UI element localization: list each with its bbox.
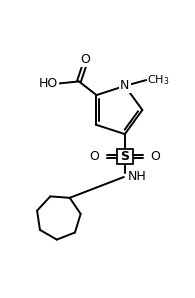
- Text: O: O: [80, 53, 90, 66]
- Text: HO: HO: [39, 77, 58, 89]
- Bar: [117, 149, 133, 164]
- Text: O: O: [89, 150, 99, 163]
- Text: CH$_3$: CH$_3$: [147, 73, 170, 87]
- Text: S: S: [120, 150, 129, 163]
- Text: N: N: [120, 79, 129, 92]
- Text: O: O: [151, 150, 160, 163]
- Text: NH: NH: [128, 170, 146, 183]
